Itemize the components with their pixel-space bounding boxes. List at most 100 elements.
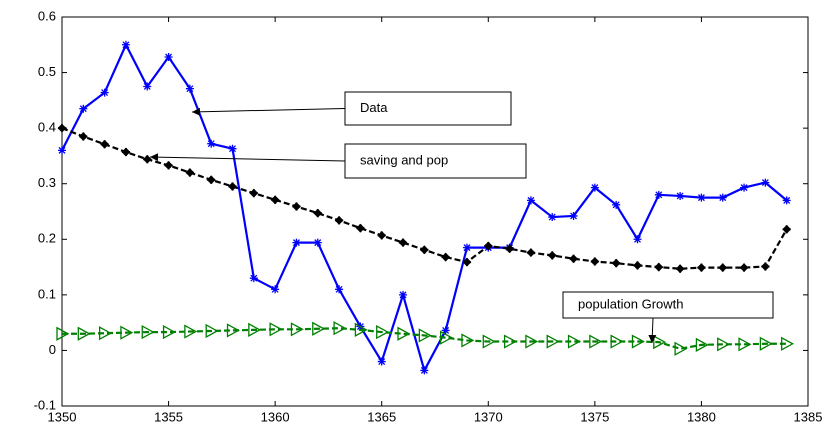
x-tick-label: 1360 xyxy=(261,409,290,424)
x-tick-label: 1375 xyxy=(580,409,609,424)
point xyxy=(270,195,280,205)
point xyxy=(248,322,262,337)
point xyxy=(697,263,706,273)
point xyxy=(590,183,599,192)
point xyxy=(377,357,386,366)
point xyxy=(675,264,685,274)
point xyxy=(334,215,344,225)
annotation-box xyxy=(344,91,512,126)
point xyxy=(185,168,195,178)
point xyxy=(526,248,536,258)
x-tick-label: 1385 xyxy=(794,409,823,424)
point xyxy=(397,326,411,341)
point xyxy=(98,326,112,341)
x-tick-label: 1370 xyxy=(474,409,503,424)
point xyxy=(717,337,731,352)
point xyxy=(589,334,603,349)
point xyxy=(503,334,517,349)
point xyxy=(164,160,173,170)
point xyxy=(313,238,322,247)
point xyxy=(525,334,539,349)
point xyxy=(290,322,304,337)
point xyxy=(718,263,728,273)
point xyxy=(355,223,365,233)
point xyxy=(695,337,709,352)
point xyxy=(398,238,408,248)
point xyxy=(462,257,472,267)
point xyxy=(569,211,578,220)
y-tick-label: 0 xyxy=(49,342,56,357)
point xyxy=(121,40,130,49)
point xyxy=(674,341,688,356)
y-tick-label: 0.5 xyxy=(38,64,56,79)
point xyxy=(420,366,429,375)
point xyxy=(482,334,496,349)
x-tick-label: 1380 xyxy=(687,409,716,424)
point xyxy=(58,146,66,155)
point xyxy=(548,213,557,222)
point xyxy=(399,290,408,299)
point xyxy=(569,254,578,264)
x-tick-label: 1365 xyxy=(367,409,396,424)
point xyxy=(100,139,110,149)
series-line xyxy=(62,327,787,350)
point xyxy=(79,104,88,113)
point xyxy=(249,188,259,198)
point xyxy=(292,238,301,247)
point xyxy=(313,208,323,218)
point xyxy=(185,84,194,93)
point xyxy=(546,334,560,349)
point xyxy=(462,243,471,252)
point xyxy=(782,224,792,234)
point xyxy=(162,324,176,340)
point xyxy=(633,235,642,244)
point xyxy=(143,82,152,91)
point xyxy=(567,334,581,349)
annotation-box xyxy=(562,291,774,319)
point xyxy=(547,250,557,260)
x-tick-label: 1355 xyxy=(154,409,183,424)
point xyxy=(590,257,600,266)
point xyxy=(269,322,283,337)
y-tick-label: 0.6 xyxy=(38,8,56,23)
point xyxy=(333,321,347,336)
point xyxy=(759,336,773,351)
y-tick-label: 0.2 xyxy=(38,231,56,246)
point xyxy=(483,241,493,251)
point xyxy=(184,324,198,339)
point xyxy=(228,182,237,191)
point xyxy=(611,258,621,268)
point xyxy=(226,323,240,338)
point xyxy=(141,324,155,340)
point xyxy=(418,328,432,343)
point xyxy=(676,191,685,200)
point xyxy=(205,323,219,339)
point xyxy=(77,326,91,341)
y-tick-label: 0.3 xyxy=(38,175,56,190)
point xyxy=(121,147,131,157)
y-tick-label: 0.1 xyxy=(38,286,56,301)
point xyxy=(612,200,621,209)
annotation-label: population Growth xyxy=(578,296,684,311)
point xyxy=(164,53,173,62)
annotation-arrow xyxy=(149,153,346,162)
point xyxy=(440,330,454,345)
point xyxy=(57,123,67,133)
point xyxy=(441,326,450,335)
point xyxy=(739,263,749,273)
annotation-label: saving and pop xyxy=(360,152,448,167)
point xyxy=(100,88,109,97)
x-tick-label: 1350 xyxy=(48,409,77,424)
point xyxy=(249,274,258,283)
point xyxy=(631,334,645,349)
point xyxy=(292,202,301,211)
point xyxy=(271,285,280,294)
y-tick-label: -0.1 xyxy=(34,397,56,412)
point xyxy=(441,252,451,262)
point xyxy=(526,196,535,205)
y-tick-label: 0.4 xyxy=(38,120,56,135)
point xyxy=(56,326,70,341)
point xyxy=(206,175,216,185)
point xyxy=(781,336,795,351)
